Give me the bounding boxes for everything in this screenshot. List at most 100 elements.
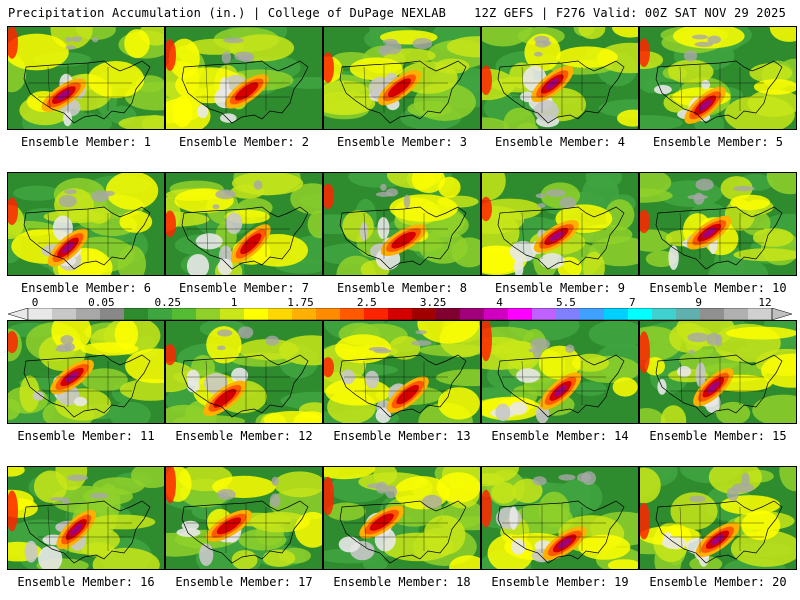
colorbar-swatch (316, 308, 341, 320)
map-frame (481, 320, 639, 424)
ensemble-panel: Ensemble Member: 8 (323, 172, 481, 295)
precip-map (166, 173, 322, 275)
colorbar-swatch (556, 308, 581, 320)
ensemble-panel: Ensemble Member: 7 (165, 172, 323, 295)
run-info: 12Z GEFS | F276 Valid: 00Z SAT NOV 29 20… (474, 6, 786, 20)
ensemble-panel: Ensemble Member: 15 (639, 320, 797, 443)
ensemble-panel: Ensemble Member: 20 (639, 466, 797, 589)
colorbar-swatch (268, 308, 293, 320)
ensemble-member-label: Ensemble Member: 15 (649, 429, 787, 443)
ensemble-panel: Ensemble Member: 10 (639, 172, 797, 295)
ensemble-panel: Ensemble Member: 19 (481, 466, 639, 589)
colorbar-tick-label: 0.25 (154, 296, 181, 309)
colorbar-swatch (580, 308, 605, 320)
colorbar-swatch (748, 308, 773, 320)
precip-map (324, 321, 480, 423)
map-frame (323, 466, 481, 570)
precip-map (166, 27, 322, 129)
colorbar-ticks: 0 0.05 0.25 1 1.75 2.5 3.25 4 5.5 7 9 12 (30, 296, 772, 309)
colorbar-swatch (532, 308, 557, 320)
map-frame (7, 26, 165, 130)
ensemble-member-label: Ensemble Member: 3 (336, 135, 468, 149)
map-frame (323, 172, 481, 276)
ensemble-panel: Ensemble Member: 1 (7, 26, 165, 149)
ensemble-member-label: Ensemble Member: 11 (17, 429, 155, 443)
ensemble-panel: Ensemble Member: 5 (639, 26, 797, 149)
ensemble-panel: Ensemble Member: 13 (323, 320, 481, 443)
ensemble-member-label: Ensemble Member: 7 (178, 281, 310, 295)
colorbar-tick-label: 1.75 (287, 296, 314, 309)
colorbar-tick-label: 9 (695, 296, 702, 309)
precip-map (640, 467, 796, 569)
ensemble-member-label: Ensemble Member: 12 (175, 429, 313, 443)
map-frame (639, 466, 797, 570)
map-frame (639, 172, 797, 276)
colorbar-swatch (436, 308, 461, 320)
colorbar-swatch (76, 308, 101, 320)
precip-map (482, 467, 638, 569)
colorbar-tick-label: 0.05 (88, 296, 115, 309)
ensemble-member-label: Ensemble Member: 16 (17, 575, 155, 589)
precip-map (8, 467, 164, 569)
ensemble-panel: Ensemble Member: 9 (481, 172, 639, 295)
colorbar-swatch (124, 308, 149, 320)
map-frame (639, 26, 797, 130)
map-frame (481, 172, 639, 276)
colorbar-swatch (340, 308, 365, 320)
ensemble-member-label: Ensemble Member: 6 (20, 281, 152, 295)
map-frame (7, 172, 165, 276)
ensemble-member-label: Ensemble Member: 10 (649, 281, 787, 295)
ensemble-member-label: Ensemble Member: 4 (494, 135, 626, 149)
ensemble-panel: Ensemble Member: 4 (481, 26, 639, 149)
precip-map (8, 27, 164, 129)
ensemble-member-label: Ensemble Member: 19 (491, 575, 629, 589)
ensemble-member-label: Ensemble Member: 13 (333, 429, 471, 443)
colorbar: 0 0.05 0.25 1 1.75 2.5 3.25 4 5.5 7 9 12 (8, 296, 792, 322)
colorbar-tick-label: 4 (496, 296, 503, 309)
colorbar-tick-label: 5.5 (555, 296, 576, 309)
precip-map (8, 321, 164, 423)
ensemble-member-label: Ensemble Member: 5 (652, 135, 784, 149)
chart-title: Precipitation Accumulation (in.) | Colle… (8, 6, 447, 20)
colorbar-swatch (604, 308, 629, 320)
colorbar-swatch (292, 308, 317, 320)
ensemble-panel: Ensemble Member: 2 (165, 26, 323, 149)
ensemble-panel: Ensemble Member: 17 (165, 466, 323, 589)
ensemble-panel: Ensemble Member: 16 (7, 466, 165, 589)
map-frame (165, 320, 323, 424)
colorbar-swatch (148, 308, 173, 320)
ensemble-member-label: Ensemble Member: 1 (20, 135, 152, 149)
precip-map (8, 173, 164, 275)
precip-map (482, 321, 638, 423)
colorbar-swatch (388, 308, 413, 320)
precip-map (640, 173, 796, 275)
colorbar-swatch (28, 308, 53, 320)
map-frame (481, 26, 639, 130)
colorbar-tick-label: 12 (758, 296, 772, 309)
precip-map (482, 173, 638, 275)
colorbar-swatch (460, 308, 485, 320)
map-frame (165, 172, 323, 276)
map-frame (323, 26, 481, 130)
map-frame (165, 466, 323, 570)
precip-map (166, 321, 322, 423)
ensemble-member-label: Ensemble Member: 8 (336, 281, 468, 295)
map-frame (323, 320, 481, 424)
colorbar-swatch (676, 308, 701, 320)
colorbar-tick-label: 1 (230, 296, 238, 309)
colorbar-swatch (700, 308, 725, 320)
colorbar-strip (8, 308, 792, 320)
colorbar-swatch (172, 308, 197, 320)
ensemble-member-label: Ensemble Member: 18 (333, 575, 471, 589)
map-frame (165, 26, 323, 130)
colorbar-swatch (100, 308, 125, 320)
colorbar-swatch (220, 308, 245, 320)
map-frame (7, 466, 165, 570)
colorbar-tick-label: 3.25 (419, 296, 447, 309)
ensemble-panel: Ensemble Member: 18 (323, 466, 481, 589)
colorbar-swatch (652, 308, 677, 320)
ensemble-panel: Ensemble Member: 11 (7, 320, 165, 443)
colorbar-swatch (52, 308, 77, 320)
colorbar-tick-label: 7 (628, 296, 636, 309)
ensemble-member-label: Ensemble Member: 9 (494, 281, 626, 295)
